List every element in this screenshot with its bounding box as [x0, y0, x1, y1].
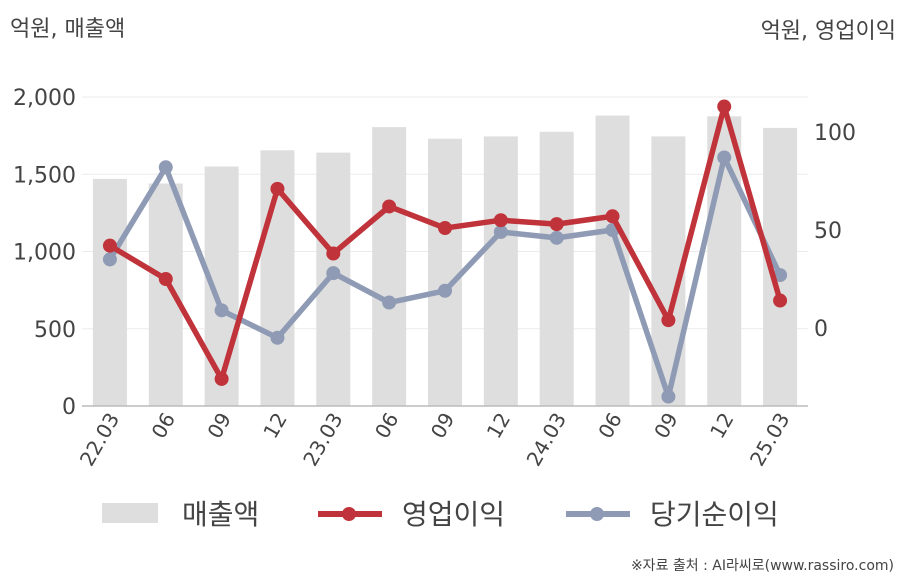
point-net-profit	[493, 224, 508, 239]
y-left-tick-label: 1,000	[13, 241, 76, 266]
point-net-profit	[549, 230, 564, 245]
y-right-tick-label: 100	[814, 121, 856, 146]
profit-lines	[102, 99, 788, 404]
legend-label-operating-profit: 영업이익	[402, 498, 505, 531]
x-tick-label: 12	[482, 409, 516, 443]
source-note: ※자료 출처 : AI라씨로(www.rassiro.com)	[631, 558, 894, 574]
x-tick-label: 06	[593, 409, 627, 443]
x-tick-label: 24.03	[522, 409, 571, 471]
legend-marker-operating-profit	[342, 507, 356, 521]
point-operating-profit	[717, 99, 732, 114]
point-operating-profit	[382, 199, 397, 214]
bar-revenue	[372, 127, 407, 406]
legend-label-revenue: 매출액	[182, 498, 259, 531]
x-axis-ticks: 22.03 06 09 12 23.03 06 09 12 24.03 06 09 12 25.03	[75, 409, 795, 471]
point-net-profit	[382, 295, 397, 310]
point-operating-profit	[326, 246, 341, 261]
bar-revenue	[539, 131, 574, 406]
point-operating-profit	[493, 213, 508, 228]
point-net-profit	[717, 150, 732, 165]
point-net-profit	[326, 266, 341, 281]
point-operating-profit	[773, 293, 788, 308]
point-net-profit	[102, 252, 117, 267]
left-axis-ticks: 2,000 1,500 1,000 500 0	[13, 86, 76, 420]
point-operating-profit	[605, 209, 620, 224]
y-right-tick-label: 50	[814, 219, 842, 244]
point-operating-profit	[438, 221, 452, 236]
point-operating-profit	[661, 313, 676, 328]
x-tick-label: 09	[649, 409, 683, 443]
legend-label-net-profit: 당기순이익	[650, 498, 779, 531]
point-net-profit	[661, 389, 676, 404]
y-right-tick-label: 0	[814, 317, 828, 342]
x-tick-label: 09	[426, 409, 460, 443]
x-tick-label: 06	[370, 409, 404, 443]
x-tick-label: 09	[202, 409, 236, 443]
point-operating-profit	[549, 217, 564, 232]
point-net-profit	[438, 283, 452, 298]
y-left-tick-label: 1,500	[13, 163, 76, 188]
right-axis-unit: 억원, 영업이익	[761, 19, 896, 44]
legend: 매출액 영업이익 당기순이익	[102, 498, 779, 531]
legend-swatch-revenue	[102, 503, 158, 523]
bar-revenue	[92, 178, 127, 406]
y-left-tick-label: 2,000	[13, 86, 76, 111]
point-operating-profit	[102, 238, 117, 253]
bar-revenue	[483, 136, 518, 406]
point-net-profit	[214, 303, 229, 318]
x-tick-label: 23.03	[298, 409, 347, 471]
revenue-bars	[92, 115, 798, 407]
y-left-tick-label: 0	[62, 395, 76, 420]
x-tick-label: 12	[258, 409, 292, 443]
y-left-tick-label: 500	[34, 318, 76, 343]
x-tick-label: 12	[705, 409, 739, 443]
x-tick-label: 06	[147, 409, 181, 443]
bar-revenue	[428, 138, 462, 406]
point-operating-profit	[214, 371, 229, 386]
point-net-profit	[158, 160, 173, 175]
point-operating-profit	[158, 272, 173, 286]
right-axis-ticks: 100 50 0	[814, 121, 856, 342]
x-tick-label: 22.03	[75, 409, 124, 471]
point-operating-profit	[270, 181, 285, 196]
point-net-profit	[270, 330, 285, 345]
left-axis-unit: 억원, 매출액	[10, 17, 125, 42]
legend-marker-net-profit	[590, 507, 604, 521]
x-tick-label: 25.03	[745, 409, 794, 471]
